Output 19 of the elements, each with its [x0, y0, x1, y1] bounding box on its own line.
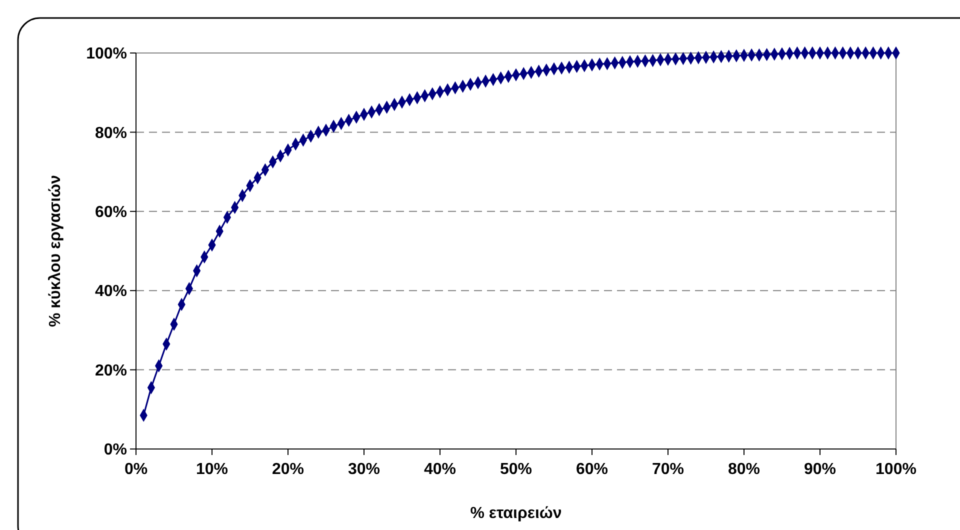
x-tick-label: 30%: [348, 461, 380, 478]
x-tick-label: 40%: [424, 461, 456, 478]
x-tick-label: 100%: [876, 461, 916, 478]
x-tick-label: 60%: [576, 461, 608, 478]
x-axis-title: % εταιρειών: [470, 505, 562, 522]
y-tick-label: 40%: [94, 283, 127, 300]
y-tick-label: 80%: [94, 124, 127, 142]
x-tick-label: 10%: [196, 461, 228, 478]
x-tick-label: 90%: [804, 461, 836, 478]
y-tick-label: 0%: [104, 442, 127, 459]
x-tick-label: 0%: [124, 461, 148, 478]
y-axis-title: % κύκλου εργασιών: [47, 174, 64, 328]
x-tick-label: 20%: [272, 461, 304, 478]
x-tick-label: 70%: [652, 461, 684, 478]
y-tick-label: 20%: [94, 362, 127, 380]
x-tick-label: 80%: [728, 461, 760, 478]
y-tick-label: 100%: [86, 46, 127, 63]
y-tick-label: 60%: [94, 204, 127, 221]
x-tick-label: 50%: [500, 461, 532, 478]
